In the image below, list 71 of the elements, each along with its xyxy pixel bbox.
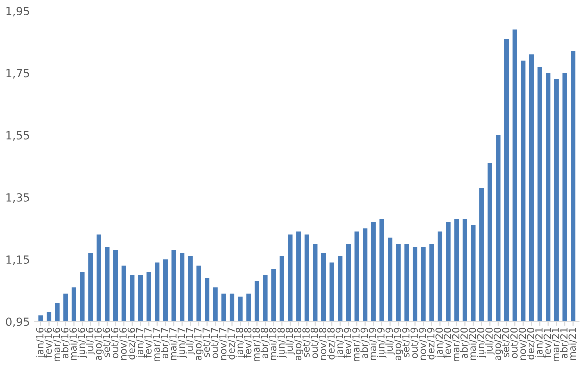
x-tick-label: out/17 — [211, 328, 220, 358]
x-tick-label: mar/16 — [53, 328, 62, 362]
x-tick-label: dez/19 — [427, 328, 436, 360]
x-tick-label: fev/18 — [244, 328, 252, 358]
x-tick-label: dez/17 — [228, 328, 236, 360]
x-tick-label: jan/18 — [236, 328, 246, 358]
x-tick-label: mar/20 — [452, 328, 460, 362]
x-tick-label: jul/20 — [485, 328, 495, 355]
x-tick-label: jun/17 — [178, 328, 188, 358]
x-tick-label: mar/19 — [352, 328, 361, 362]
x-tick-label: fev/19 — [344, 328, 352, 358]
x-tick-label: ago/16 — [94, 328, 104, 360]
x-tick-label: abr/20 — [460, 328, 469, 359]
x-tick-label: fev/17 — [144, 328, 153, 358]
x-tick-label: set/18 — [302, 328, 311, 358]
x-tick-label: dez/18 — [327, 328, 336, 360]
x-tick-label: mar/17 — [152, 328, 161, 362]
x-tick-label: abr/21 — [560, 328, 569, 359]
x-tick-label: mai/16 — [69, 328, 78, 360]
x-tick-label: jun/16 — [78, 328, 88, 358]
x-tick-label: mar/21 — [552, 328, 560, 362]
x-tick-label: nov/17 — [220, 328, 228, 360]
y-tick-label: 1,95 — [6, 7, 30, 17]
x-tick-label: mar/18 — [252, 328, 261, 362]
x-tick-label: ago/19 — [394, 328, 404, 360]
y-tick-label: 1,15 — [6, 256, 30, 266]
x-tick-label: jan/16 — [36, 328, 46, 358]
y-tick-label: 1,75 — [6, 69, 30, 79]
x-tick-label: abr/19 — [360, 328, 369, 359]
x-tick-label: jan/20 — [436, 328, 445, 358]
x-tick-label: fev/21 — [544, 328, 552, 358]
x-tick-label: jul/17 — [186, 328, 196, 355]
x-tick-label: set/16 — [102, 328, 112, 358]
x-tick-label: jan/17 — [136, 328, 146, 358]
x-tick-label: ago/18 — [294, 328, 304, 360]
x-tick-label: jul/19 — [386, 328, 396, 355]
x-tick-label: jul/18 — [286, 328, 296, 355]
x-tick-label: out/16 — [111, 328, 120, 358]
x-tick-label: jan/21 — [535, 328, 545, 358]
x-tick-label: out/18 — [310, 328, 320, 358]
y-tick-label: 1,35 — [6, 194, 30, 204]
x-tick-label: mai/17 — [169, 328, 178, 360]
x-tick-label: abr/16 — [61, 328, 70, 359]
x-tick-label: jan/19 — [336, 328, 346, 358]
x-tick-label: set/17 — [202, 328, 211, 358]
x-tick-label: dez/16 — [128, 328, 136, 360]
x-tick-label: set/19 — [402, 328, 411, 358]
x-tick-label: ago/17 — [194, 328, 204, 360]
x-tick-label: set/20 — [502, 328, 510, 358]
y-tick-label: 0,95 — [6, 318, 30, 328]
x-tick-label: fev/20 — [444, 328, 452, 358]
x-tick-label: nov/19 — [419, 328, 428, 360]
x-tick-label: abr/18 — [260, 328, 270, 359]
x-tick-label: mai/20 — [468, 328, 478, 360]
x-tick-label: mai/19 — [368, 328, 378, 360]
x-tick-label: mai/18 — [269, 328, 278, 360]
x-tick-label: fev/16 — [44, 328, 53, 358]
x-tick-label: jul/16 — [86, 328, 96, 355]
x-tick-label: out/19 — [410, 328, 419, 358]
x-tick-label: abr/17 — [161, 328, 170, 359]
x-tick-label: jun/20 — [477, 328, 487, 358]
x-tick-label: mai/21 — [568, 328, 577, 360]
x-tick-label: dez/20 — [527, 328, 536, 360]
x-tick-label: nov/18 — [319, 328, 328, 360]
x-tick-label: out/20 — [510, 328, 519, 358]
x-tick-label: nov/16 — [120, 328, 128, 360]
x-tick-label: jun/18 — [277, 328, 287, 358]
y-tick-label: 1,55 — [6, 132, 30, 141]
x-tick-label: ago/20 — [494, 328, 504, 360]
x-tick-label: jun/19 — [377, 328, 387, 358]
x-tick-label: nov/20 — [518, 328, 527, 360]
